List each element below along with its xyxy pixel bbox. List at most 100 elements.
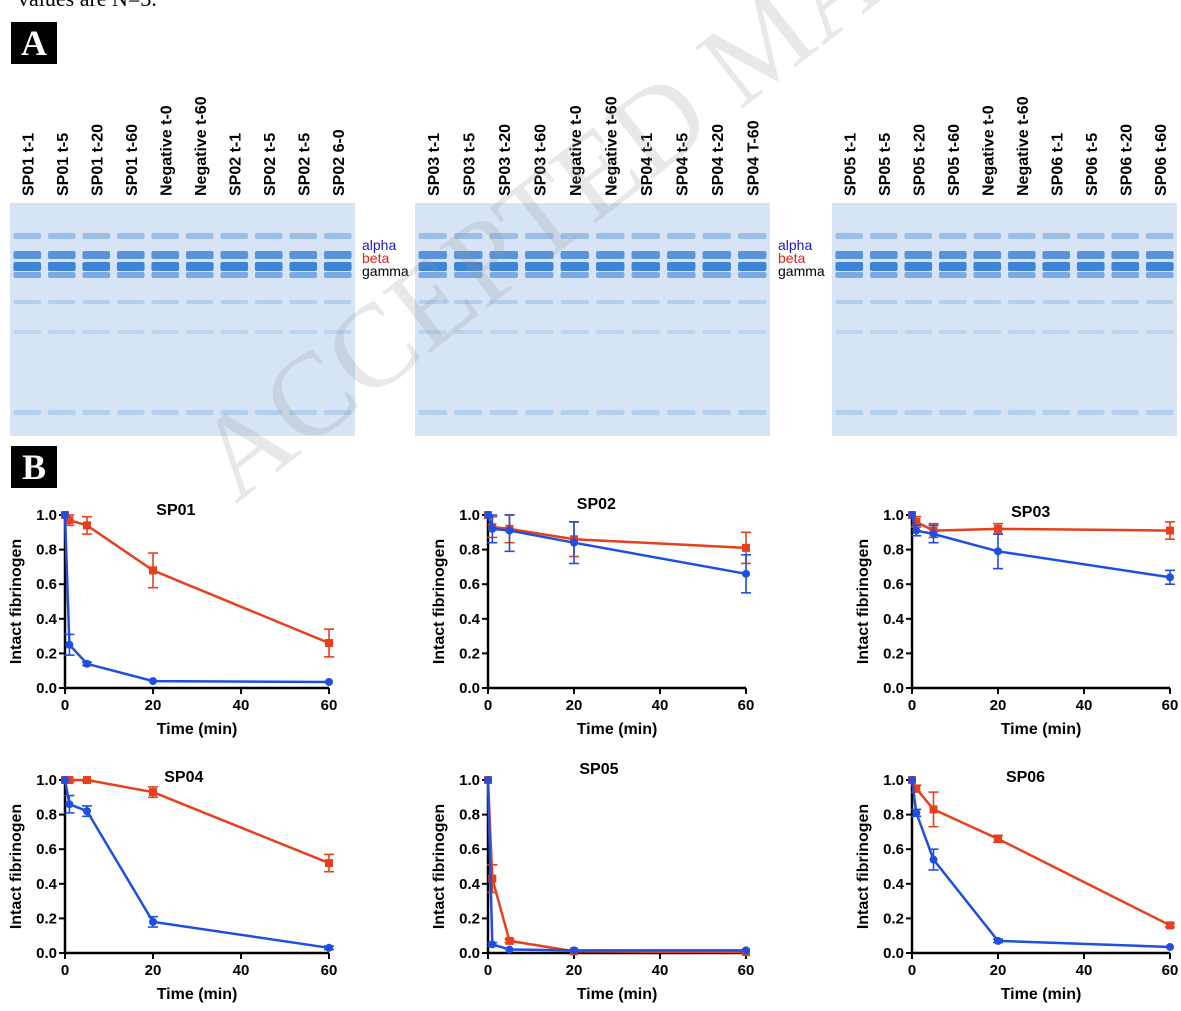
lane-label: Negative t-60 (1015, 96, 1032, 196)
y-tick-label: 0.0 (883, 945, 904, 962)
gel-band (289, 262, 318, 271)
gel-band (1042, 330, 1071, 334)
gel-background (832, 203, 1177, 436)
gel-band (47, 330, 76, 334)
gel-band (13, 300, 42, 304)
y-tick-label: 0.2 (36, 645, 57, 662)
gel-band (254, 251, 283, 259)
gel-band (525, 410, 554, 415)
gel-band (702, 251, 731, 259)
y-tick-label: 0.4 (459, 611, 481, 628)
gel-band (1111, 330, 1140, 334)
gel-band (973, 410, 1002, 415)
lane-label: SP04 t-5 (674, 133, 691, 196)
gel-band (869, 330, 898, 334)
gel-band (938, 330, 967, 334)
gel-band (13, 330, 42, 334)
y-tick-label: 0.8 (883, 807, 904, 824)
series-line (486, 514, 747, 576)
gel-band (1111, 262, 1140, 271)
lane-label: SP06 t-1 (1049, 133, 1066, 196)
gel-band (1145, 251, 1174, 259)
gel-band (973, 300, 1002, 304)
gel-band (418, 272, 447, 278)
y-tick-label: 0.2 (459, 910, 480, 927)
gel-band (938, 300, 967, 304)
x-tick-label: 20 (145, 697, 162, 714)
x-tick-label: 60 (321, 962, 338, 979)
data-point (325, 677, 333, 686)
y-axis-label: Intact fibrinogen (8, 804, 25, 929)
gel-band (323, 233, 352, 239)
x-tick-label: 60 (321, 697, 338, 714)
gel-band (738, 330, 767, 334)
panel-a-label: A (11, 22, 57, 64)
gel-band (220, 330, 249, 334)
gel-band (82, 300, 111, 304)
gel-band (560, 233, 589, 239)
gel-background (415, 203, 770, 436)
x-tick-label: 60 (1162, 697, 1179, 714)
gel-band (1111, 272, 1140, 278)
lane-label: SP04 t-1 (639, 133, 656, 196)
data-point (61, 511, 69, 519)
gel-band (151, 233, 180, 239)
gel-band (289, 330, 318, 334)
x-tick-label: 40 (1076, 962, 1093, 979)
y-tick-label: 0.0 (459, 945, 480, 962)
gel-band (47, 410, 76, 415)
gel-band (13, 410, 42, 415)
y-tick-label: 0.4 (36, 611, 58, 628)
gel-band (254, 330, 283, 334)
x-tick-label: 40 (652, 962, 669, 979)
series-red (484, 511, 751, 565)
gel-band (525, 251, 554, 259)
gel-band (738, 272, 767, 278)
gel-band (1145, 272, 1174, 278)
gel-band (1042, 262, 1071, 271)
gel-lane (973, 233, 1002, 415)
y-tick-label: 0.0 (883, 680, 904, 697)
series-line (910, 779, 1171, 927)
gel-lane (738, 233, 767, 415)
data-point (65, 776, 74, 784)
gel-band (418, 300, 447, 304)
gel-band (738, 233, 767, 239)
y-tick-label: 0.8 (459, 807, 480, 824)
gel-band (560, 251, 589, 259)
y-tick-label: 0.4 (459, 876, 481, 893)
gel-band (323, 300, 352, 304)
gel-band (702, 300, 731, 304)
gel-band (835, 233, 864, 239)
band-label-alpha: alpha (362, 237, 396, 253)
gel-band (667, 330, 696, 334)
gel-band (254, 262, 283, 271)
x-tick-label: 40 (233, 697, 250, 714)
gel-band (116, 300, 145, 304)
y-axis-label: Intact fibrinogen (431, 804, 448, 929)
x-tick-label: 60 (738, 962, 755, 979)
data-point (1166, 526, 1174, 535)
data-point (484, 776, 492, 784)
gel-band (667, 251, 696, 259)
chart-sp05: 0.0 0.2 0.4 0.6 0.8 1.0 0 20 40 60 Time (min) Intac… (431, 761, 755, 1003)
band-label-beta: beta (778, 250, 805, 266)
y-tick-label: 0.2 (883, 645, 904, 662)
data-point (149, 677, 157, 686)
gel-band (525, 233, 554, 239)
gel-band (82, 272, 111, 278)
gel-band (835, 272, 864, 278)
gel-band (47, 300, 76, 304)
gel-band (560, 330, 589, 334)
gel-lane (47, 233, 76, 415)
x-tick-label: 20 (990, 697, 1007, 714)
series-blue (908, 776, 1174, 951)
data-point (83, 521, 91, 530)
series-line (63, 514, 330, 684)
y-axis-label: Intact fibrinogen (855, 804, 872, 929)
gel-band (323, 251, 352, 259)
gel-band (904, 262, 933, 271)
gel-band (1042, 410, 1071, 415)
gel-band (454, 410, 483, 415)
x-tick-label: 40 (652, 697, 669, 714)
